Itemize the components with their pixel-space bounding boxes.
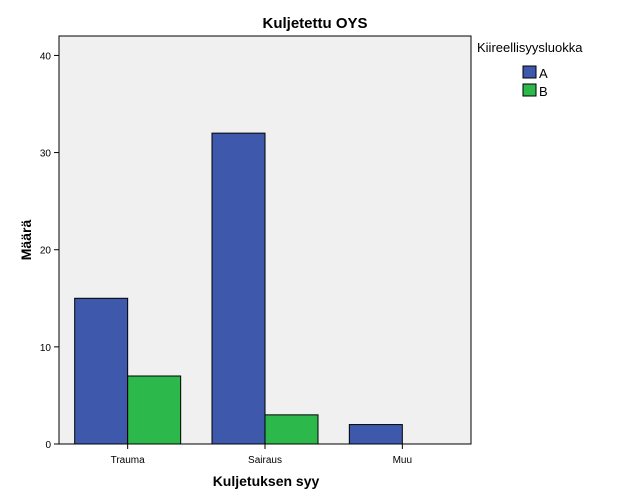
legend-swatch-A	[522, 65, 537, 79]
x-tick-label: Trauma	[111, 455, 146, 466]
bar-A-Sairaus	[211, 132, 266, 445]
bar-B-Trauma	[127, 375, 182, 445]
legend-title: Kiireellisyysluokka	[477, 40, 583, 55]
y-tick-label: 10	[40, 343, 52, 354]
legend: Kiireellisyysluokka AB	[477, 40, 583, 99]
y-axis-label: Määrä	[18, 220, 34, 261]
y-tick-label: 0	[45, 440, 51, 451]
y-tick-label: 20	[40, 246, 52, 257]
bar-A-Trauma	[74, 297, 129, 445]
bars	[74, 132, 403, 445]
bar-A-Muu	[348, 424, 403, 445]
legend-swatch-B	[522, 83, 537, 97]
chart-title: Kuljetettu OYS	[262, 15, 367, 32]
x-tick-label: Muu	[393, 455, 412, 466]
y-tick-label: 40	[40, 51, 52, 62]
y-axis: 0 10 20 30 40	[40, 51, 59, 451]
x-axis-label: Kuljetuksen syy	[213, 473, 320, 489]
bar-B-Sairaus	[264, 414, 319, 445]
y-tick-label: 30	[40, 149, 52, 160]
legend-label-B: B	[539, 84, 548, 99]
x-axis: Trauma Sairaus Muu	[111, 444, 412, 466]
x-tick-label: Sairaus	[248, 455, 282, 466]
legend-label-A: A	[539, 66, 548, 81]
